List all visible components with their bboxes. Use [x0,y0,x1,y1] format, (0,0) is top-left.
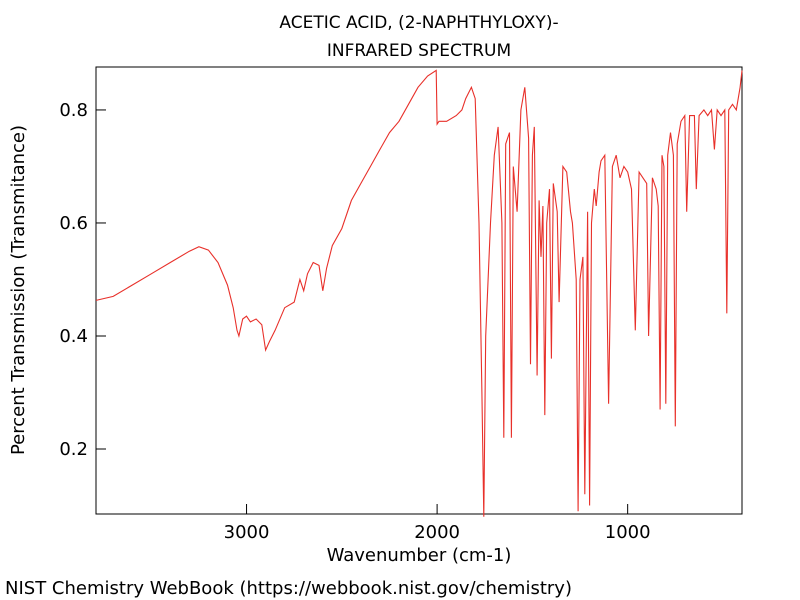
y-tick-label: 0.2 [59,439,88,460]
x-tick-label: 3000 [224,522,270,543]
y-axis-label: Percent Transmission (Transmitance) [8,125,29,455]
x-tick-label: 1000 [605,522,651,543]
footer: NIST Chemistry WebBook (https://webbook.… [5,578,572,599]
x-axis-label: Wavenumber (cm-1) [327,545,512,566]
plot-frame [95,66,743,515]
spectrum-line [95,69,743,517]
chart-subtitle: INFRARED SPECTRUM [327,41,511,61]
y-tick-label: 0.6 [59,213,88,234]
x-tick-label: 2000 [414,522,460,543]
y-tick-label: 0.8 [59,100,88,121]
y-tick-label: 0.4 [59,326,88,347]
chart-title: ACETIC ACID, (2-NAPHTHYLOXY)- [279,13,558,33]
